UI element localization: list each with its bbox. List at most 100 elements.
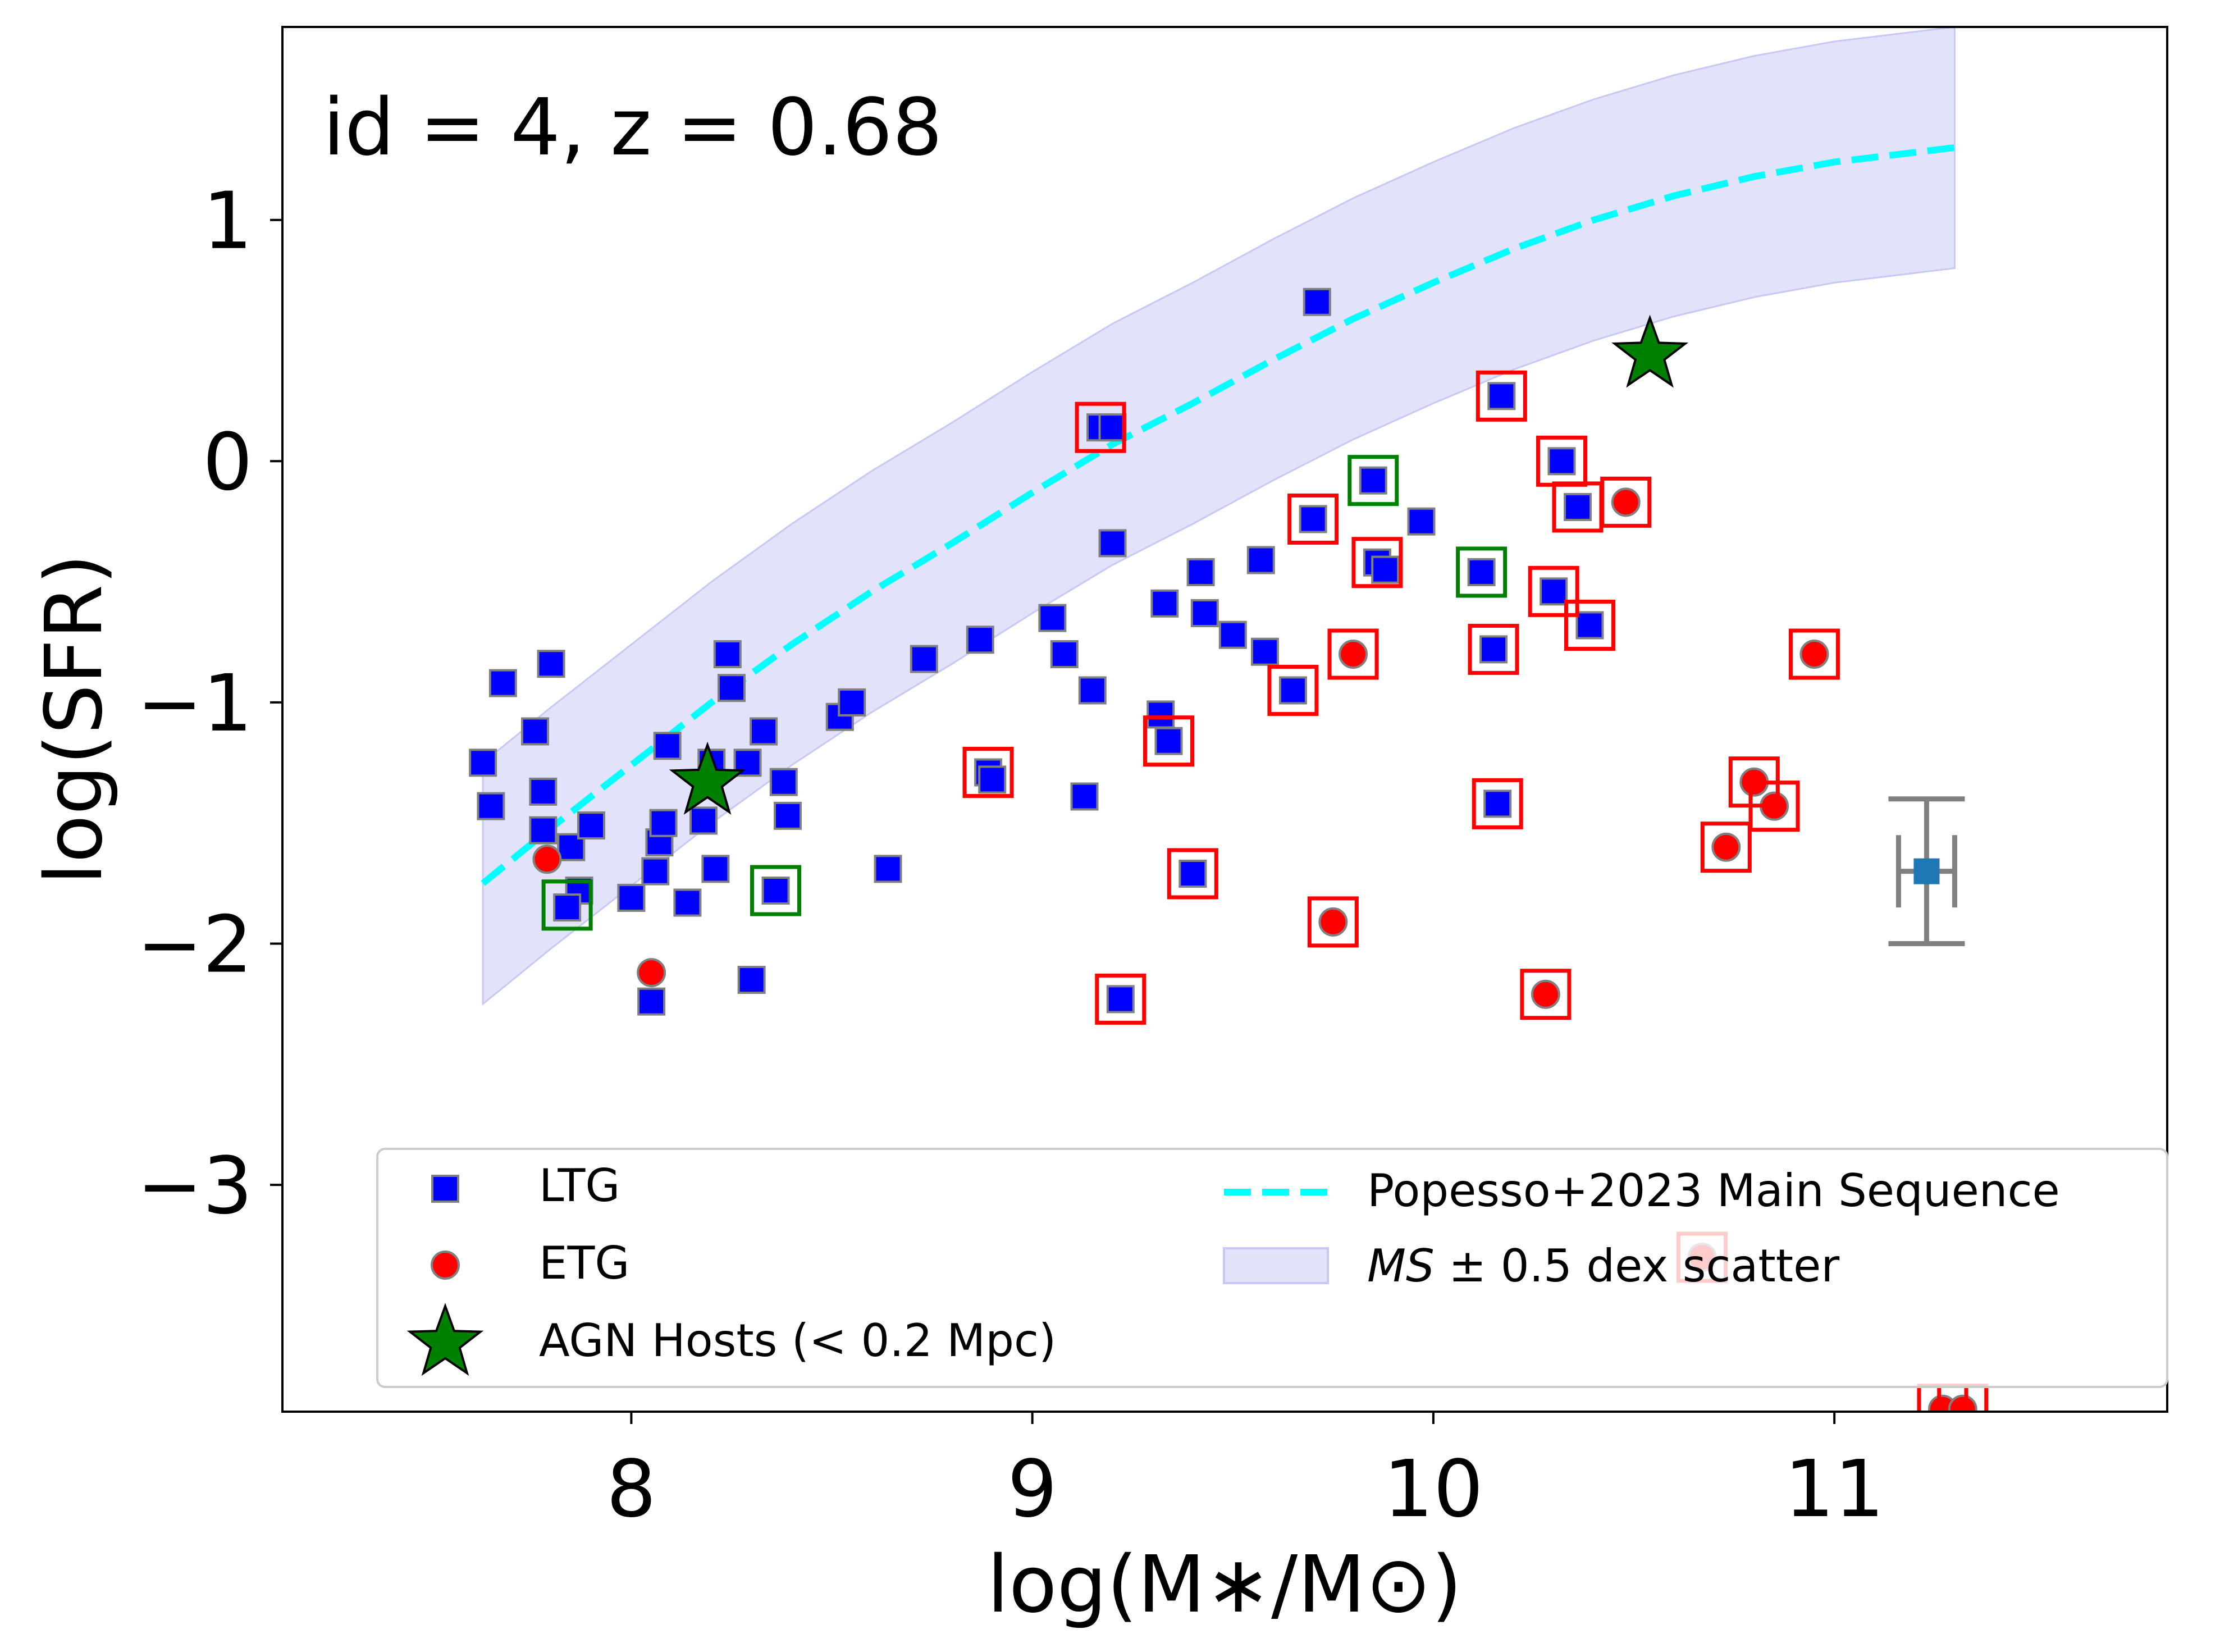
ltg-markers [469,287,1604,1016]
ltg-point [537,650,565,678]
ltg-point [1299,505,1327,533]
plot-area [469,27,1989,1412]
y-tick-label: −1 [137,658,253,750]
highlight-red-box [1520,969,1572,1020]
highlight-red-box [1075,401,1126,453]
ltg-point [1154,727,1183,755]
ltg-point [641,857,670,886]
ltg-point [1467,558,1496,586]
y-axis-label: log(SFR) [29,554,120,884]
ltg-point [520,717,549,746]
ltg-point [689,806,718,835]
etg-point [1611,487,1641,517]
ltg-point [1303,287,1331,316]
highlight-red-box [1167,848,1218,900]
highlight-red-box [1700,822,1752,873]
highlight-red-box [1287,493,1339,545]
highlight-red-box [1748,781,1800,832]
y-tick-label: −3 [137,1140,253,1232]
ltg-point [1186,558,1215,586]
ltg-point [1150,589,1179,618]
legend-etg-label: ETG [539,1237,629,1289]
ms-scatter-band [482,27,1956,1006]
highlight-red-box [1564,599,1615,651]
ltg-point [617,883,646,912]
ltg-point [1540,577,1568,606]
highlight-red-box [1476,370,1527,422]
ltg-point [713,640,742,669]
highlight-red-box [1095,973,1146,1025]
ltg-point [653,732,682,760]
errorbar-point [1913,858,1940,884]
ltg-point [1038,604,1067,632]
ltg-point [1098,529,1127,558]
x-axis-label: log(M∗/M⊙) [987,1539,1462,1631]
ltg-point [637,987,666,1016]
ltg-point [769,768,798,796]
highlight-green-box [1456,546,1508,598]
highlight-red-box [1600,476,1652,528]
ltg-point [1106,985,1135,1014]
legend-agn-label: AGN Hosts (< 0.2 Mpc) [539,1315,1056,1367]
etg-point [1799,640,1829,669]
etg-point [1948,1394,1977,1412]
ltg-point [1564,492,1592,521]
highlight-red-box [1143,715,1195,767]
ltg-point [750,717,778,746]
highlight-red-box [1472,778,1523,829]
legend-ms-line-label: Popesso+2023 Main Sequence [1367,1165,2060,1217]
ltg-point [529,816,558,845]
ltg-point [1575,611,1604,640]
ltg-point [488,669,517,697]
ltg-point [874,855,902,883]
ltg-point [910,645,938,673]
ltg-point [1078,676,1107,705]
ltg-point [1547,447,1576,476]
ltg-point [1359,466,1387,495]
ltg-point [701,855,730,883]
ltg-point [1278,676,1307,705]
highlight-red-box [1468,623,1519,675]
legend-band-label-italic: MS [1367,1240,1435,1292]
legend-etg-marker [431,1251,460,1280]
ltg-point [649,809,678,837]
highlight-boxes [541,370,1989,1412]
y-tick-label: 0 [203,417,253,508]
highlight-red-box [1528,565,1579,617]
etg-point [532,845,562,874]
ltg-point [966,626,994,654]
legend-ltg-marker [431,1175,459,1203]
ltg-point [978,765,1007,794]
ltg-point [1487,382,1516,410]
highlight-green-box [1347,455,1399,506]
y-tick-label: 1 [203,176,253,267]
ltg-point [1483,790,1512,818]
error-bar [1888,796,1965,947]
x-tick-label: 10 [1383,1444,1483,1535]
ltg-point [1098,413,1127,442]
ltg-point [773,801,802,830]
highlight-red-box [1351,537,1403,588]
legend-ltg-label: LTG [539,1160,620,1212]
y-tick-label: −2 [137,900,253,991]
agn-markers [669,314,1689,815]
ltg-point [529,777,558,806]
panel-annotation: id = 4, z = 0.68 [323,82,943,174]
legend-agn-marker [406,1303,484,1376]
etg-point [1531,979,1560,1009]
highlight-red-box [1267,664,1319,716]
ltg-point [737,965,766,994]
ltg-point [1050,640,1079,669]
highlight-red-box [962,747,1014,798]
x-tick-label: 8 [606,1444,656,1535]
ltg-point [1178,859,1207,888]
ltg-point [1190,599,1219,627]
ltg-point [553,893,582,922]
legend-band-label: MS ± 0.5 dex scatter [1367,1240,1839,1292]
ltg-point [717,674,746,702]
x-axis: 8 9 10 11 [606,1412,1884,1535]
legend-band-label-rest: ± 0.5 dex scatter [1435,1240,1840,1292]
ltg-point [1070,782,1099,811]
x-tick-label: 11 [1784,1444,1884,1535]
